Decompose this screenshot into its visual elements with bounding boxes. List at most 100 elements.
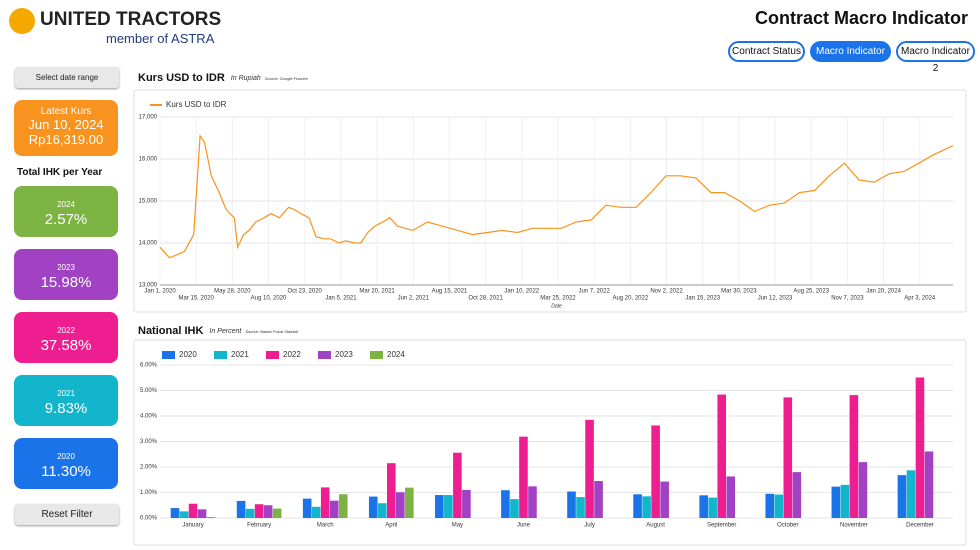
ihk-value: 15.98% [40,274,92,291]
bar [840,484,850,518]
ihk-card: 2023 15.98% [14,249,118,300]
bar [849,395,859,518]
y-tick-label: 1.00% [140,490,158,496]
bar [858,462,868,518]
bar [924,451,934,518]
bar [576,497,585,518]
x-tick-label: Jan 10, 2022 [504,289,539,295]
legend-swatch [266,351,279,359]
bar [386,463,396,518]
bar [338,494,348,518]
legend-label: 2024 [387,350,405,359]
bar [179,511,189,518]
bar [594,481,603,518]
x-tick-label: Jan 20, 2024 [866,289,901,295]
x-tick-label: Mar 20, 2021 [359,289,395,295]
latest-date: Jun 10, 2024 [28,117,104,132]
x-tick-label: May [452,523,463,529]
bar [320,487,330,518]
bar [405,487,414,518]
ihk-card: 2024 2.57% [14,186,118,237]
x-tick-label: Oct 28, 2021 [468,296,503,302]
x-tick-label: October [777,523,798,529]
bar [311,506,321,518]
date-range-select[interactable]: Select date range [15,67,119,88]
latest-label: Latest Kurs [40,106,92,117]
x-tick-label: April [385,523,397,529]
legend-swatch [318,351,331,359]
y-tick-label: 14,000 [139,241,158,247]
bar [906,470,916,518]
bar [651,425,660,518]
bar [897,475,907,518]
ihk-value: 2.57% [44,211,88,228]
tab[interactable]: Contract Status [728,41,805,62]
chart-subtitle: In Percent [209,328,242,335]
x-axis-label: Date [551,303,562,309]
legend-swatch [162,351,175,359]
chart-title: National IHK [138,325,203,337]
bar [245,508,255,518]
bar [170,508,180,518]
x-tick-label: January [182,523,203,529]
ihk-title: Total IHK per Year [17,167,103,178]
bar [717,394,727,518]
x-tick-label: Jan 1, 2020 [144,289,176,295]
ihk-card: 2021 9.83% [14,375,118,426]
x-tick-label: Mar 15, 2020 [178,296,214,302]
bar [272,508,282,518]
ihk-year: 2020 [57,452,75,461]
x-tick-label: Aug 20, 2022 [612,296,648,302]
ihk-year: 2024 [57,200,75,209]
ihk-year: 2022 [57,326,75,335]
x-tick-label: Mar 25, 2022 [540,296,576,302]
bar [254,504,264,518]
x-tick-label: September [707,523,736,529]
y-tick-label: 2.00% [140,465,158,471]
bar [435,495,444,518]
y-tick-label: 0.00% [140,516,158,522]
y-tick-label: 13,000 [139,283,158,289]
latest-value: Rp16,319.00 [28,132,104,147]
x-tick-label: February [247,523,271,529]
tab[interactable]: Macro Indicator 2 [896,41,975,74]
legend-label: Kurs USD to IDR [166,100,227,109]
ihk-year: 2021 [57,389,75,398]
line-series [159,134,954,259]
bar [501,490,510,518]
ihk-card: 2022 37.58% [14,312,118,363]
bar [567,491,576,518]
ihk-value: 37.58% [40,337,92,354]
y-tick-label: 3.00% [140,439,158,445]
legend-label: 2022 [283,350,301,359]
legend-swatch [214,351,227,359]
bar [528,486,537,518]
legend-label: 2021 [231,350,249,359]
x-tick-label: May 28, 2020 [214,289,251,295]
x-tick-label: June [517,523,531,529]
tab-active[interactable]: Macro Indicator 1 [810,41,891,74]
chart-subtitle: In Rupiah [231,75,261,82]
y-tick-label: 6.00% [140,363,158,369]
x-tick-label: November [840,523,868,529]
bar [453,452,462,518]
bar [774,494,784,518]
y-tick-label: 17,000 [139,115,158,121]
ihk-value: 11.30% [41,463,91,480]
page-title: Contract Macro Indicator [754,8,968,28]
chart-panel [133,339,967,546]
bar [642,496,651,518]
x-tick-label: Aug 10, 2020 [251,296,287,302]
bar [444,495,453,518]
bar [510,499,519,518]
bar [462,489,471,518]
latest-kurs-card: Latest Kurs Jun 10, 2024 Rp16,319.00 [14,100,118,156]
reset-filter[interactable]: Reset Filter [15,504,119,525]
bar [915,377,925,518]
x-tick-label: August [646,523,665,529]
legend-label: 2023 [335,350,353,359]
x-tick-label: Apr 3, 2024 [904,296,936,302]
bar [699,495,708,518]
